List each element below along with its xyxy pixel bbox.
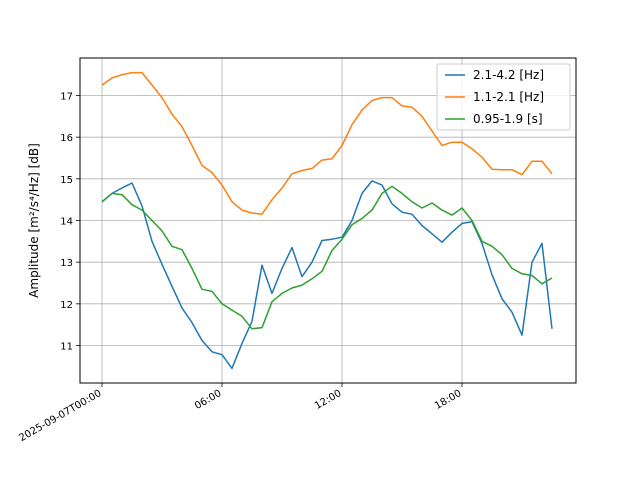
y-axis: 11 12 13 14 15 16 17 xyxy=(60,92,80,353)
legend-box xyxy=(436,63,571,131)
x-tick-label: 18:00 xyxy=(433,388,463,412)
legend-label: 0.95-1.9 [s] xyxy=(473,112,543,126)
legend: 2.1-4.2 [Hz] 1.1-2.1 [Hz] 0.95-1.9 [s] xyxy=(436,63,571,131)
legend-label: 1.1-2.1 [Hz] xyxy=(473,90,544,104)
y-tick-label: 13 xyxy=(60,258,73,269)
series-line-1 xyxy=(101,180,553,370)
y-axis-label: Amplitude [m²/s⁴/Hz] [dB] xyxy=(27,143,41,298)
series-line-3 xyxy=(101,185,553,330)
legend-label: 2.1-4.2 [Hz] xyxy=(473,68,544,82)
series-line-2 xyxy=(101,71,553,215)
x-tick-label: 12:00 xyxy=(313,388,343,412)
y-tick-label: 16 xyxy=(60,133,73,144)
y-tick-label: 17 xyxy=(60,92,73,103)
x-tick-label: 2025-09-07T00:00 xyxy=(17,388,103,444)
y-tick-label: 15 xyxy=(60,175,73,186)
x-axis: 2025-09-07T00:00 06:00 12:00 18:00 xyxy=(17,383,464,444)
y-tick-label: 11 xyxy=(60,342,73,353)
y-tick-label: 14 xyxy=(60,217,73,228)
y-tick-label: 12 xyxy=(60,300,73,311)
x-tick-label: 06:00 xyxy=(193,388,223,412)
grid xyxy=(80,58,576,383)
series-layer xyxy=(101,71,553,370)
